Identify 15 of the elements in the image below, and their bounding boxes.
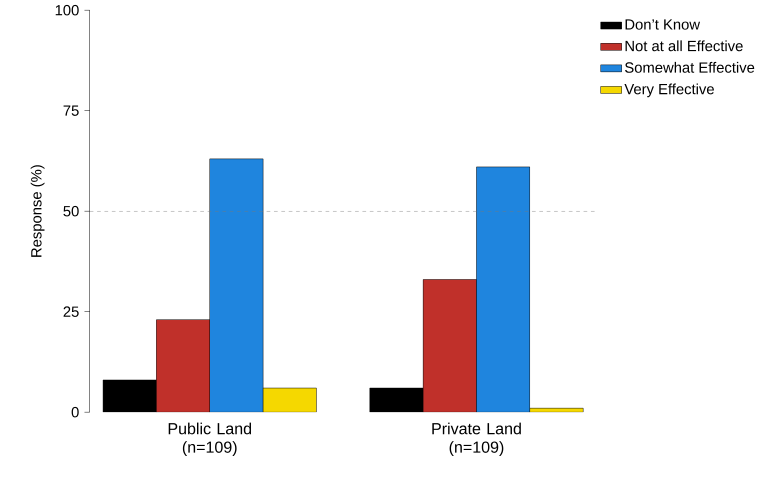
x-tick-label: Private Land (n=109): [432, 422, 521, 456]
y-tick-label: 25: [64, 306, 79, 317]
legend-label: Somewhat Effective: [625, 62, 754, 73]
legend-label: Don’t Know: [626, 19, 700, 30]
y-tick-label: 75: [64, 106, 79, 116]
bar: [210, 158, 264, 412]
bar: [476, 166, 530, 412]
y-tick-label: 0: [72, 406, 79, 418]
x-tick-label: Public Land (n=109): [168, 422, 252, 456]
legend-label: Not at all Effective: [626, 40, 743, 52]
y-tick-label: 100: [56, 4, 79, 16]
legend-label: Very Effective: [624, 84, 714, 98]
bar: [262, 388, 317, 412]
y-axis-title: Response (%): [30, 165, 44, 257]
y-tick-label: 50: [63, 206, 79, 216]
